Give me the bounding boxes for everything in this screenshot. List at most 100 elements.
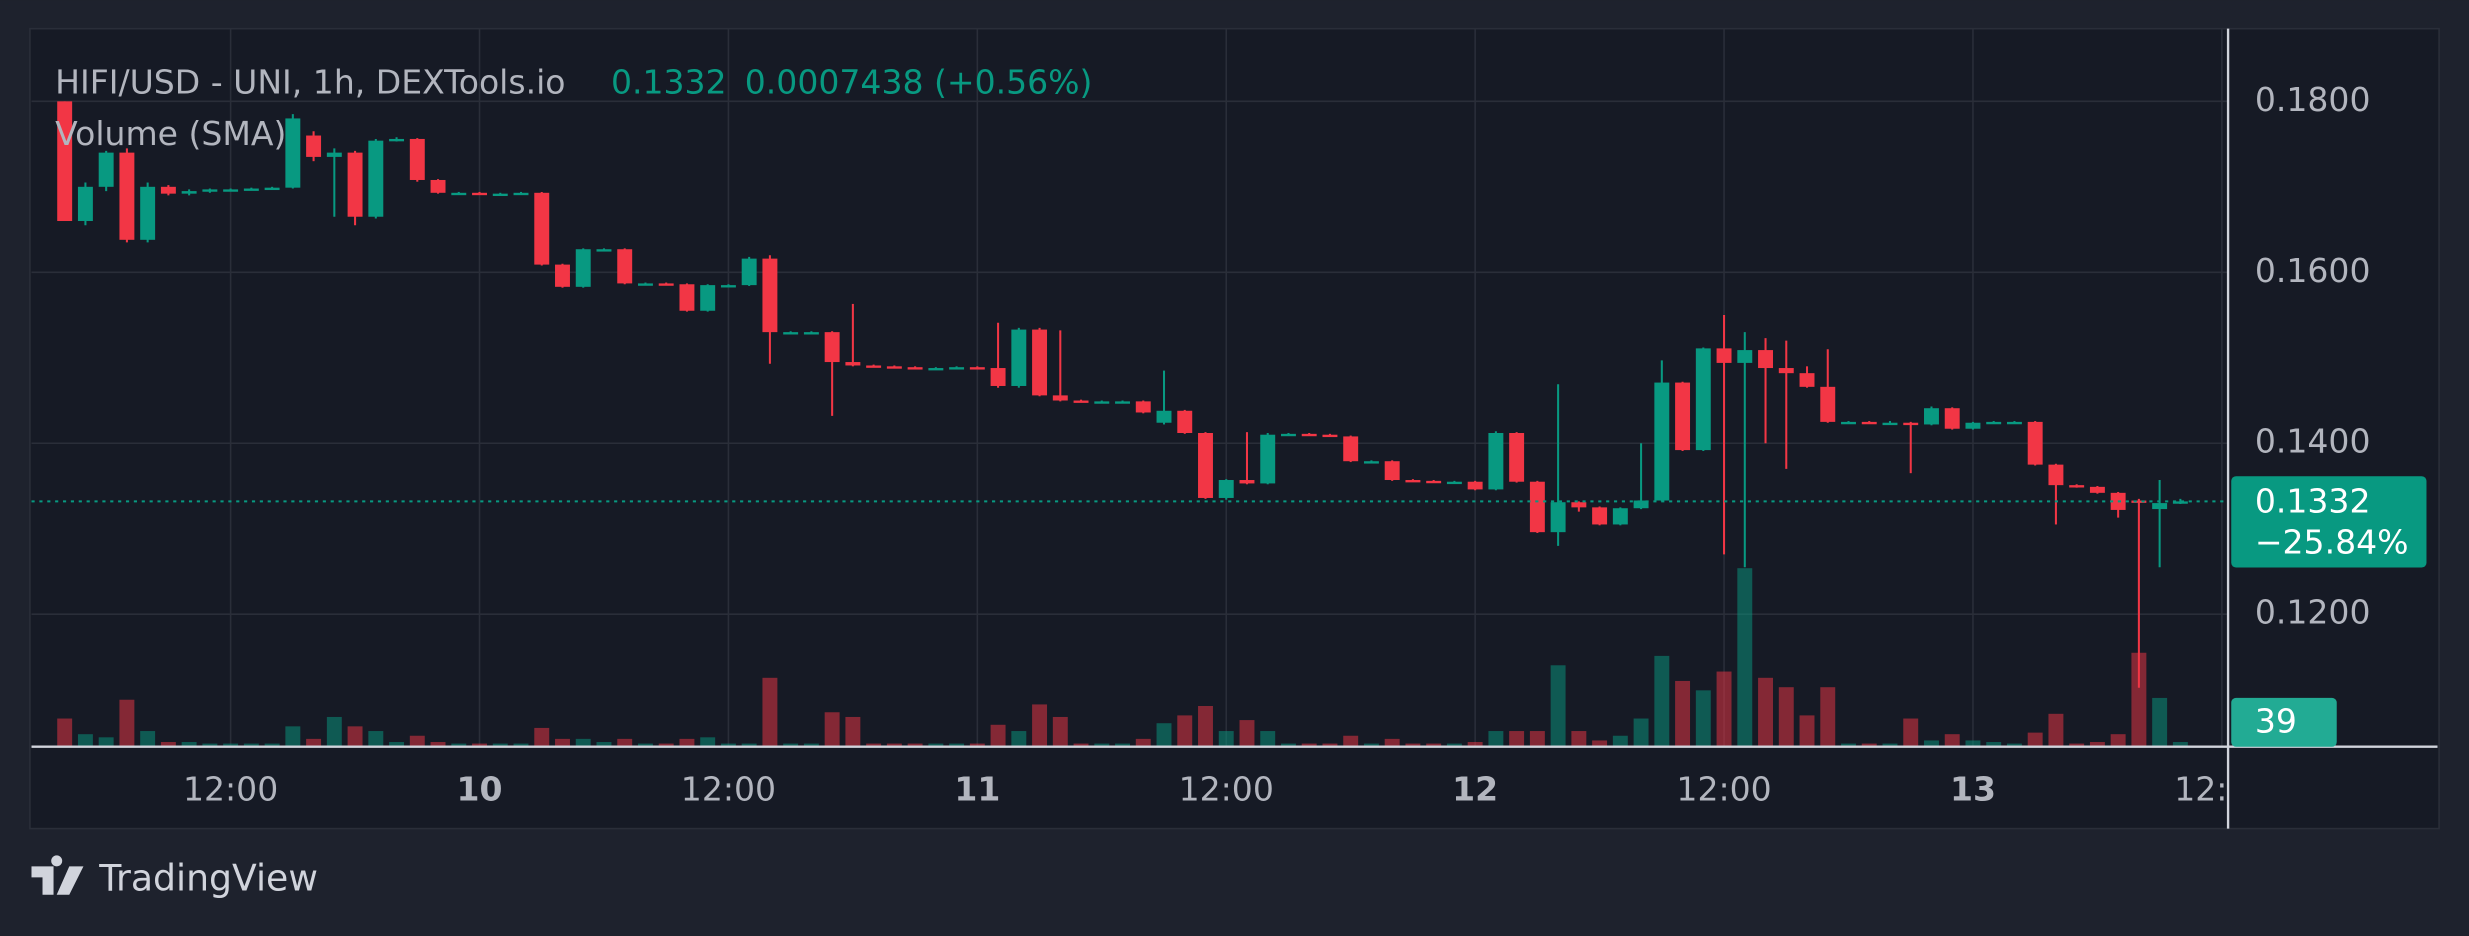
volume-bar	[430, 742, 446, 747]
candle-body	[969, 367, 985, 370]
candle-body	[1758, 350, 1774, 369]
candle-body	[2069, 485, 2085, 488]
volume-bar	[98, 737, 114, 747]
brand: TradingView	[98, 857, 318, 900]
candle-body	[1218, 480, 1234, 498]
candle-body	[2172, 501, 2188, 504]
candle-body	[1011, 329, 1027, 386]
candle-body	[1488, 432, 1504, 490]
time-axis: 12:00 10 12:00 11 12:00 12 12:00 13 12:00	[183, 769, 2269, 808]
volume-bar	[264, 743, 280, 747]
price-badge-change: −25.84%	[2255, 522, 2409, 561]
volume-bar	[389, 742, 405, 747]
candle-body	[98, 152, 114, 187]
volume-bar	[1032, 704, 1048, 747]
candle-body	[658, 283, 674, 286]
candle-body	[513, 192, 529, 196]
volume-bar	[1612, 735, 1628, 747]
candle-body	[700, 285, 716, 311]
last-price: 0.1332	[611, 62, 727, 101]
volume-bar	[347, 726, 363, 747]
candle-body	[1861, 421, 1877, 425]
volume-bar	[720, 743, 736, 747]
candle-body	[1322, 434, 1338, 438]
candle-body	[907, 367, 923, 370]
candle-body	[1073, 400, 1089, 403]
candle-body	[202, 189, 218, 192]
volume-bar	[1384, 738, 1400, 747]
candle-body	[1446, 481, 1462, 485]
x-tick-label: 10	[457, 769, 503, 808]
x-tick-label: 11	[954, 769, 1000, 808]
candle-body	[347, 152, 363, 217]
volume-bar	[2069, 743, 2085, 747]
candle-body	[1944, 408, 1960, 429]
volume-bar	[741, 743, 757, 747]
chart-title: HIFI/USD - UNI, 1h, DEXTools.io	[55, 62, 565, 101]
volume-bar	[1363, 743, 1379, 747]
volume-bar	[181, 742, 197, 747]
x-tick-label: 12:00	[2174, 769, 2269, 808]
x-tick-label: 12:00	[183, 769, 278, 808]
volume-bar	[1198, 705, 1213, 747]
candle-body	[1903, 422, 1919, 426]
candle-body	[1115, 401, 1130, 404]
logo-mark	[31, 855, 84, 895]
candle-body	[1177, 410, 1193, 433]
volume-bar	[907, 743, 923, 747]
candle-body	[1509, 432, 1525, 482]
volume-bar	[1820, 687, 1836, 747]
candle-body	[1467, 481, 1483, 490]
volume-bar	[1073, 743, 1089, 747]
volume-bar	[762, 677, 778, 747]
volume-bar	[202, 743, 218, 747]
volume-bar	[1156, 723, 1172, 747]
candle-body	[1841, 421, 1856, 425]
volume-bar	[1841, 743, 1856, 747]
candle-body	[762, 258, 778, 333]
volume-bar	[949, 743, 965, 747]
volume-layer	[57, 568, 2188, 747]
candle-body	[264, 187, 280, 191]
volume-bar	[1177, 715, 1193, 747]
volume-bar	[679, 738, 695, 747]
volume-bar	[990, 724, 1006, 747]
y-tick-label: 0.1400	[2255, 422, 2371, 461]
candle-body	[451, 192, 467, 196]
candle-body	[575, 249, 591, 287]
volume-bar	[575, 738, 591, 747]
candle-body	[1799, 373, 1815, 387]
candle-body	[679, 284, 695, 311]
volume-bar	[1529, 731, 1545, 747]
volume-bar	[824, 712, 840, 747]
candle-body	[1550, 502, 1566, 533]
candle-body	[285, 118, 301, 188]
volume-bar	[1280, 743, 1296, 747]
candle-body	[492, 193, 508, 197]
volume-bar	[886, 743, 902, 747]
candle-body	[845, 362, 861, 366]
volume-label: Volume (SMA)	[55, 114, 286, 153]
candle-body	[1716, 348, 1732, 363]
candle-body	[1426, 480, 1442, 484]
volume-bar	[1654, 655, 1670, 747]
x-tick-label: 12:00	[1676, 769, 1771, 808]
x-tick-label: 12	[1452, 769, 1498, 808]
candle-body	[1094, 401, 1110, 404]
candle-body	[243, 188, 259, 191]
volume-bar	[1799, 715, 1815, 747]
candle-body	[1529, 481, 1545, 533]
volume-bar	[1675, 680, 1691, 747]
volume-bar	[1965, 740, 1981, 747]
candle-body	[409, 138, 425, 180]
volume-bar	[1052, 716, 1068, 747]
volume-bar	[969, 743, 985, 747]
candle-body	[1737, 350, 1753, 363]
volume-bar	[492, 743, 508, 747]
candle-body	[1924, 408, 1939, 425]
candle-body	[949, 367, 965, 370]
volume-bar	[1882, 743, 1898, 747]
volume-bar	[2006, 743, 2022, 747]
candle-body	[1135, 401, 1151, 413]
candle-body	[1695, 348, 1711, 451]
